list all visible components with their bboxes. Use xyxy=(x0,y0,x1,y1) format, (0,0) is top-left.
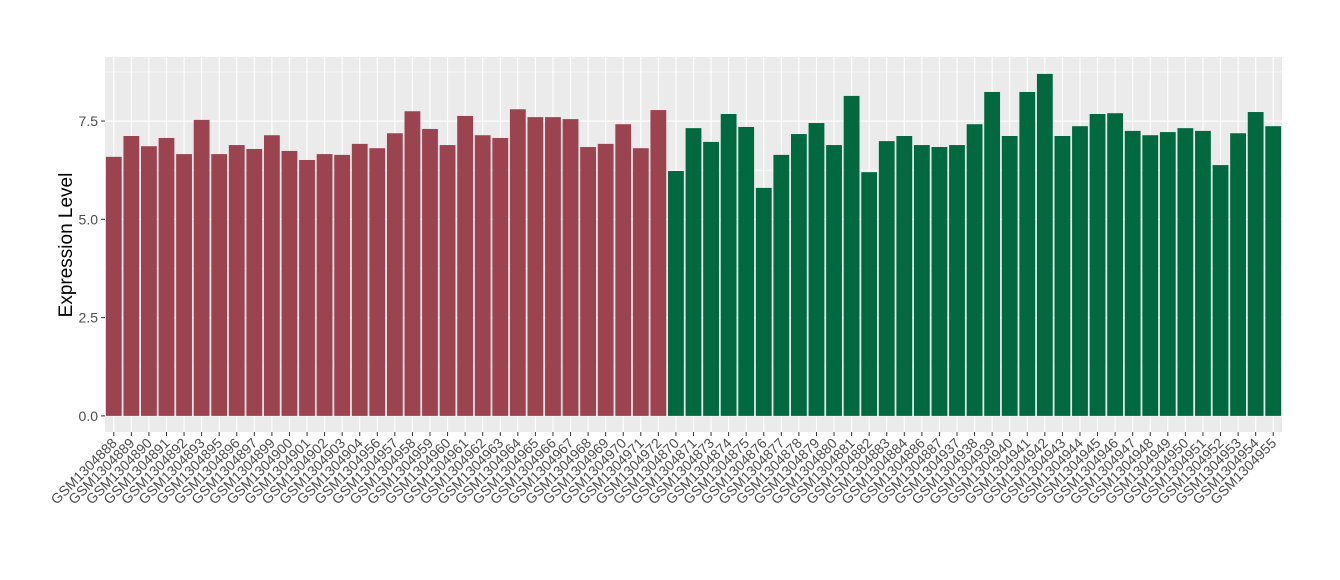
bar xyxy=(773,154,790,416)
bar xyxy=(193,119,210,416)
bar xyxy=(369,148,386,416)
bar xyxy=(615,124,632,416)
bar xyxy=(492,137,509,416)
bar xyxy=(299,159,315,416)
bar xyxy=(826,145,842,416)
bar xyxy=(422,128,438,416)
bar xyxy=(281,150,298,416)
bar xyxy=(1124,130,1141,416)
bar xyxy=(597,143,614,416)
bar xyxy=(984,91,1001,416)
bar xyxy=(1054,136,1071,416)
bar xyxy=(896,136,913,416)
bar xyxy=(457,115,474,416)
bar xyxy=(1159,132,1176,416)
y-tick-label: 5.0 xyxy=(79,211,99,227)
y-tick-label: 2.5 xyxy=(79,310,99,326)
bar xyxy=(913,145,930,416)
bar xyxy=(562,119,579,416)
bar xyxy=(668,170,684,416)
bar xyxy=(1089,113,1106,416)
bar xyxy=(263,135,280,416)
bar xyxy=(334,154,351,416)
bar xyxy=(316,154,333,416)
bar xyxy=(1107,113,1124,416)
bar xyxy=(386,133,403,416)
bar xyxy=(527,117,544,416)
bar xyxy=(755,187,772,416)
bar xyxy=(1212,165,1229,416)
bar xyxy=(966,124,983,416)
bar xyxy=(141,146,157,416)
bar xyxy=(1265,126,1282,416)
y-tick-label: 7.5 xyxy=(79,113,99,129)
bar xyxy=(1142,135,1159,416)
bar xyxy=(439,145,456,416)
bar xyxy=(246,148,263,416)
bar xyxy=(158,137,175,416)
bar xyxy=(703,141,719,416)
bar xyxy=(931,147,948,416)
y-tick-label: 0.0 xyxy=(79,408,99,424)
bar xyxy=(404,111,421,416)
bar xyxy=(1230,133,1246,416)
bar xyxy=(580,147,597,416)
bar xyxy=(949,145,965,416)
bar xyxy=(720,113,737,416)
bar xyxy=(1177,128,1194,416)
bar xyxy=(738,126,755,416)
bar xyxy=(211,154,228,416)
bar xyxy=(474,135,491,416)
bar xyxy=(1247,112,1264,416)
bar xyxy=(861,172,878,416)
bar xyxy=(878,141,895,416)
bar xyxy=(1019,91,1036,416)
bar xyxy=(1195,130,1211,416)
bar xyxy=(228,145,245,416)
bar xyxy=(545,117,561,416)
bar xyxy=(1001,136,1018,416)
bar xyxy=(1072,126,1088,416)
bar xyxy=(843,95,860,416)
bar xyxy=(790,134,807,416)
bar xyxy=(105,156,122,416)
bar xyxy=(685,128,702,416)
bar xyxy=(509,109,526,416)
y-axis-label: Expression Level xyxy=(56,173,77,318)
bar xyxy=(632,148,649,416)
bar xyxy=(808,123,825,416)
bar xyxy=(650,110,667,416)
bar xyxy=(1036,73,1053,416)
bar xyxy=(176,154,192,416)
bar xyxy=(123,136,140,416)
bar xyxy=(351,143,368,416)
